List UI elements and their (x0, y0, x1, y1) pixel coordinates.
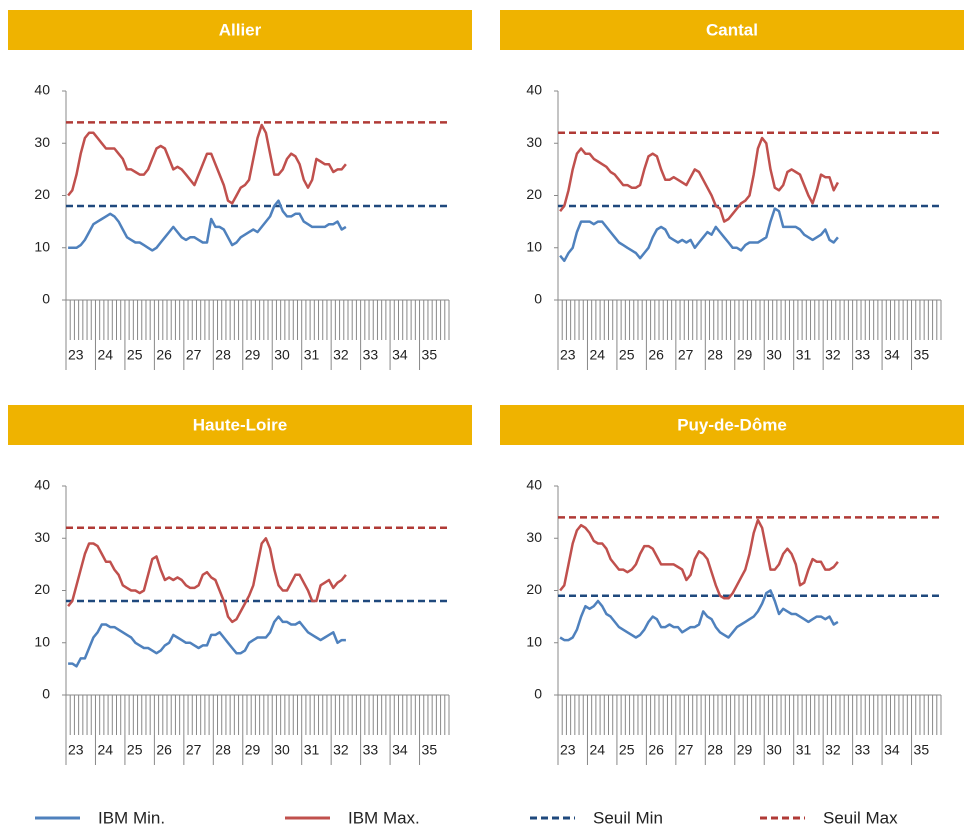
x-tick-label: 25 (127, 347, 143, 363)
x-tick-label: 27 (186, 742, 202, 758)
x-tick-label: 28 (707, 742, 723, 758)
y-tick-label: 30 (526, 529, 542, 545)
x-tick-label: 28 (215, 742, 231, 758)
x-tick-label: 29 (245, 347, 261, 363)
y-tick-label: 0 (42, 686, 50, 702)
x-tick-label: 27 (678, 347, 694, 363)
data-line (559, 518, 839, 600)
data-line (68, 615, 346, 668)
x-tick-label: 23 (560, 742, 576, 758)
x-tick-label: 31 (796, 742, 812, 758)
data-line (67, 537, 347, 624)
x-tick-label: 27 (186, 347, 202, 363)
x-tick-label: 23 (560, 347, 576, 363)
x-tick-label: 34 (392, 347, 408, 363)
x-tick-label: 32 (825, 742, 841, 758)
x-tick-label: 26 (156, 742, 172, 758)
x-tick-label: 24 (97, 742, 113, 758)
x-tick-label: 26 (648, 742, 664, 758)
x-tick-label: 29 (737, 742, 753, 758)
panel-title: Haute-Loire (193, 415, 287, 434)
panel-header (500, 405, 964, 445)
y-tick-label: 20 (526, 581, 542, 597)
y-tick-label: 30 (34, 529, 50, 545)
x-tick-label: 26 (648, 347, 664, 363)
data-line (68, 199, 347, 252)
x-tick-label: 34 (392, 742, 408, 758)
x-tick-label: 31 (796, 347, 812, 363)
x-tick-label: 31 (304, 742, 320, 758)
x-tick-label: 23 (68, 347, 84, 363)
x-tick-label: 35 (422, 347, 438, 363)
x-tick-label: 30 (274, 742, 290, 758)
y-tick-label: 30 (526, 134, 542, 150)
x-tick-label: 30 (766, 742, 782, 758)
y-tick-label: 10 (526, 238, 542, 254)
legend-label: Seuil Min (593, 808, 663, 827)
y-tick-label: 40 (34, 82, 50, 98)
x-tick-label: 24 (589, 742, 605, 758)
panel-header (8, 10, 472, 50)
y-tick-label: 20 (34, 581, 50, 597)
legend-label: Seuil Max (823, 808, 898, 827)
x-tick-label: 32 (333, 347, 349, 363)
y-tick-label: 40 (526, 82, 542, 98)
x-tick-label: 33 (855, 347, 871, 363)
panel-header (500, 10, 964, 50)
y-tick-label: 30 (34, 134, 50, 150)
panel-header (8, 405, 472, 445)
y-tick-label: 40 (526, 477, 542, 493)
x-tick-label: 25 (619, 347, 635, 363)
y-tick-label: 10 (34, 633, 50, 649)
x-tick-label: 28 (215, 347, 231, 363)
x-tick-label: 28 (707, 347, 723, 363)
data-line (559, 136, 840, 223)
legend-label: IBM Max. (348, 808, 420, 827)
y-tick-label: 0 (42, 291, 50, 307)
panel-title: Allier (219, 20, 262, 39)
x-tick-label: 25 (619, 742, 635, 758)
y-tick-label: 20 (526, 186, 542, 202)
x-tick-label: 24 (97, 347, 113, 363)
x-tick-label: 23 (68, 742, 84, 758)
legend-label: IBM Min. (98, 808, 165, 827)
x-tick-label: 26 (156, 347, 172, 363)
x-tick-label: 29 (737, 347, 753, 363)
data-line (559, 207, 839, 263)
y-tick-label: 10 (526, 633, 542, 649)
y-tick-label: 20 (34, 186, 50, 202)
panel-title: Cantal (706, 20, 758, 39)
x-tick-label: 35 (914, 347, 930, 363)
x-tick-label: 32 (825, 347, 841, 363)
x-tick-label: 34 (884, 742, 900, 758)
x-tick-label: 34 (884, 347, 900, 363)
x-tick-label: 25 (127, 742, 143, 758)
x-tick-label: 29 (245, 742, 261, 758)
x-tick-label: 35 (914, 742, 930, 758)
data-line (559, 589, 839, 642)
x-tick-label: 32 (333, 742, 349, 758)
x-tick-label: 27 (678, 742, 694, 758)
data-line (67, 123, 347, 205)
panel-title: Puy-de-Dôme (677, 415, 787, 434)
x-tick-label: 24 (589, 347, 605, 363)
x-tick-label: 33 (363, 742, 379, 758)
x-tick-label: 30 (766, 347, 782, 363)
x-tick-label: 35 (422, 742, 438, 758)
x-tick-label: 31 (304, 347, 320, 363)
x-tick-label: 33 (855, 742, 871, 758)
y-tick-label: 0 (534, 291, 542, 307)
x-tick-label: 30 (274, 347, 290, 363)
x-tick-label: 33 (363, 347, 379, 363)
y-tick-label: 0 (534, 686, 542, 702)
y-tick-label: 40 (34, 477, 50, 493)
y-tick-label: 10 (34, 238, 50, 254)
